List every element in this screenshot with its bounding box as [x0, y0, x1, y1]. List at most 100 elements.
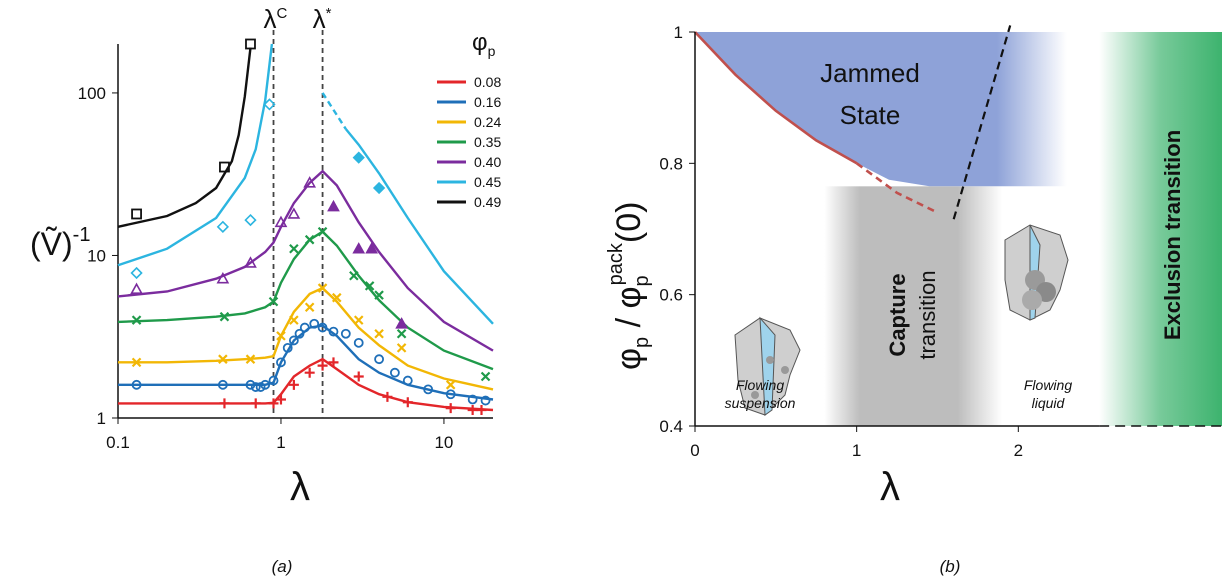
label: λ* [313, 4, 332, 34]
y-tick-label: 1 [97, 409, 106, 428]
marker [218, 354, 228, 364]
boundary-line-dashed [855, 162, 939, 214]
marker [245, 38, 256, 50]
marker [304, 367, 315, 378]
marker [250, 398, 261, 409]
marker [303, 176, 317, 188]
region-label: Exclusion transition [1160, 130, 1185, 340]
label-part: C [277, 5, 288, 22]
label: φp [472, 29, 496, 59]
marker [299, 322, 310, 333]
legend-label: 0.49 [474, 194, 501, 210]
x-tick-label: 2 [1014, 441, 1023, 460]
caption: (a) [272, 557, 293, 576]
capture-band [824, 186, 1003, 426]
marker [353, 371, 364, 382]
marker [219, 398, 230, 409]
marker [402, 397, 413, 408]
marker [268, 375, 279, 386]
marker [282, 342, 293, 353]
marker [374, 354, 384, 365]
marker [276, 331, 286, 341]
jamming-line [952, 25, 1012, 220]
label-part: -1 [73, 224, 91, 246]
marker [263, 98, 276, 111]
marker [268, 296, 279, 307]
marker [353, 315, 364, 325]
x-axis-label: λ [290, 465, 310, 509]
marker [317, 360, 328, 371]
particle [1022, 290, 1042, 310]
series-line-dashed [321, 92, 347, 130]
marker [327, 199, 340, 212]
label-part: p [488, 43, 496, 59]
label-part: φ [610, 348, 648, 370]
marker [131, 315, 142, 325]
region-label: transition [915, 270, 940, 359]
legend-label: 0.24 [474, 114, 501, 130]
label-part: (0) [610, 202, 648, 244]
marker [317, 283, 328, 293]
exclusion-band [1099, 32, 1222, 426]
x-tick-label: 1 [276, 433, 285, 452]
region-label: Flowing [1024, 377, 1072, 393]
marker [287, 207, 301, 219]
label-part: p [631, 337, 653, 348]
region-label: Capture [885, 273, 910, 356]
series-line [117, 169, 494, 352]
marker [317, 322, 328, 333]
y-tick-label: 10 [87, 246, 106, 265]
marker [395, 317, 408, 329]
marker [402, 375, 413, 386]
label-part: (Ṽ) [30, 226, 73, 262]
y-tick-label: 0.6 [659, 286, 683, 305]
marker [309, 318, 320, 329]
series-line [118, 324, 494, 401]
marker [396, 328, 407, 339]
marker [131, 379, 142, 390]
marker [352, 242, 366, 254]
series-line [117, 43, 494, 325]
marker [130, 282, 143, 295]
label-part: λ [313, 4, 326, 34]
marker [328, 357, 339, 368]
marker [352, 151, 365, 164]
series-line [117, 47, 252, 228]
y-tick-label: 0.4 [659, 417, 683, 436]
label: λC [264, 4, 288, 34]
jammed-region [695, 32, 1067, 187]
legend-label: 0.16 [474, 94, 501, 110]
series-line [117, 230, 494, 371]
marker [445, 380, 456, 390]
region-label: Jammed [820, 58, 920, 88]
marker [372, 181, 386, 195]
marker [423, 384, 434, 395]
label-part: p [631, 275, 653, 286]
marker [364, 281, 375, 291]
particle [751, 391, 759, 399]
marker [396, 343, 407, 353]
marker [131, 357, 142, 368]
region-label: State [840, 100, 901, 130]
marker [217, 379, 228, 390]
marker [216, 220, 229, 233]
marker [216, 272, 230, 284]
marker [131, 208, 142, 220]
pore-icons [734, 224, 1069, 416]
y-tick-label: 1 [674, 23, 683, 42]
marker [274, 215, 288, 228]
marker [304, 234, 315, 245]
legend-label: 0.45 [474, 174, 501, 190]
marker [250, 382, 261, 392]
marker [480, 395, 491, 406]
y-tick-label: 0.8 [659, 154, 683, 173]
series-line [118, 286, 494, 391]
marker [294, 328, 305, 339]
marker [219, 311, 230, 322]
marker [328, 326, 339, 337]
x-tick-label: 0.1 [106, 433, 130, 452]
marker [365, 242, 378, 254]
x-tick-label: 0 [690, 441, 699, 460]
caption: (b) [940, 557, 961, 576]
marker [275, 394, 286, 405]
